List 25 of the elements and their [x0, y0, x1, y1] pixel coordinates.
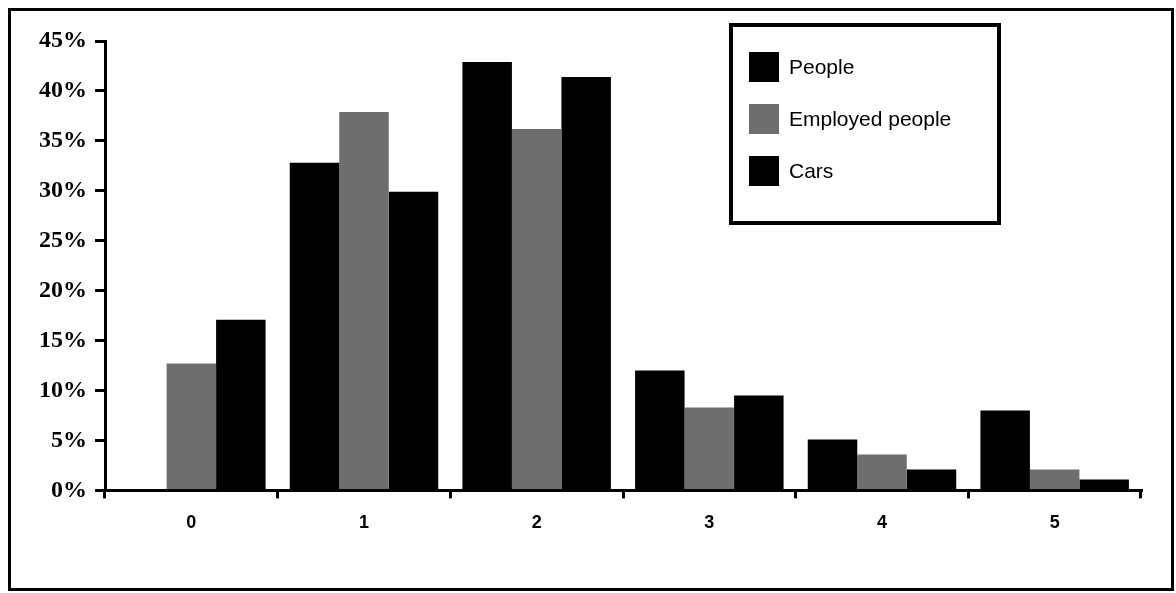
bar — [166, 363, 217, 489]
x-tick-label: 2 — [531, 512, 542, 533]
bar — [339, 111, 389, 489]
x-tick-label: 3 — [704, 512, 715, 533]
y-tick-label: 10% — [39, 375, 87, 402]
y-tick-label: 25% — [39, 225, 87, 252]
legend-label: Employed people — [789, 107, 952, 131]
legend-label: People — [789, 55, 855, 79]
bar — [857, 454, 907, 489]
x-tick-label: 4 — [876, 512, 888, 533]
y-tick-label: 15% — [39, 325, 87, 352]
y-tick-label: 0% — [51, 475, 87, 502]
legend-label: Cars — [789, 159, 834, 183]
y-tick-label: 35% — [39, 126, 87, 153]
y-tick-label: 20% — [39, 275, 87, 302]
y-tick-label: 30% — [39, 176, 87, 202]
bar — [511, 128, 562, 489]
x-tick-label: 1 — [358, 512, 370, 533]
y-tick-label: 40% — [39, 76, 87, 103]
y-tick-label: 45% — [39, 26, 87, 53]
bar — [1029, 469, 1080, 489]
bar — [684, 407, 735, 489]
x-tick-label: 0 — [186, 512, 197, 533]
x-tick-label: 5 — [1049, 512, 1060, 533]
y-tick-label: 5% — [51, 425, 87, 452]
